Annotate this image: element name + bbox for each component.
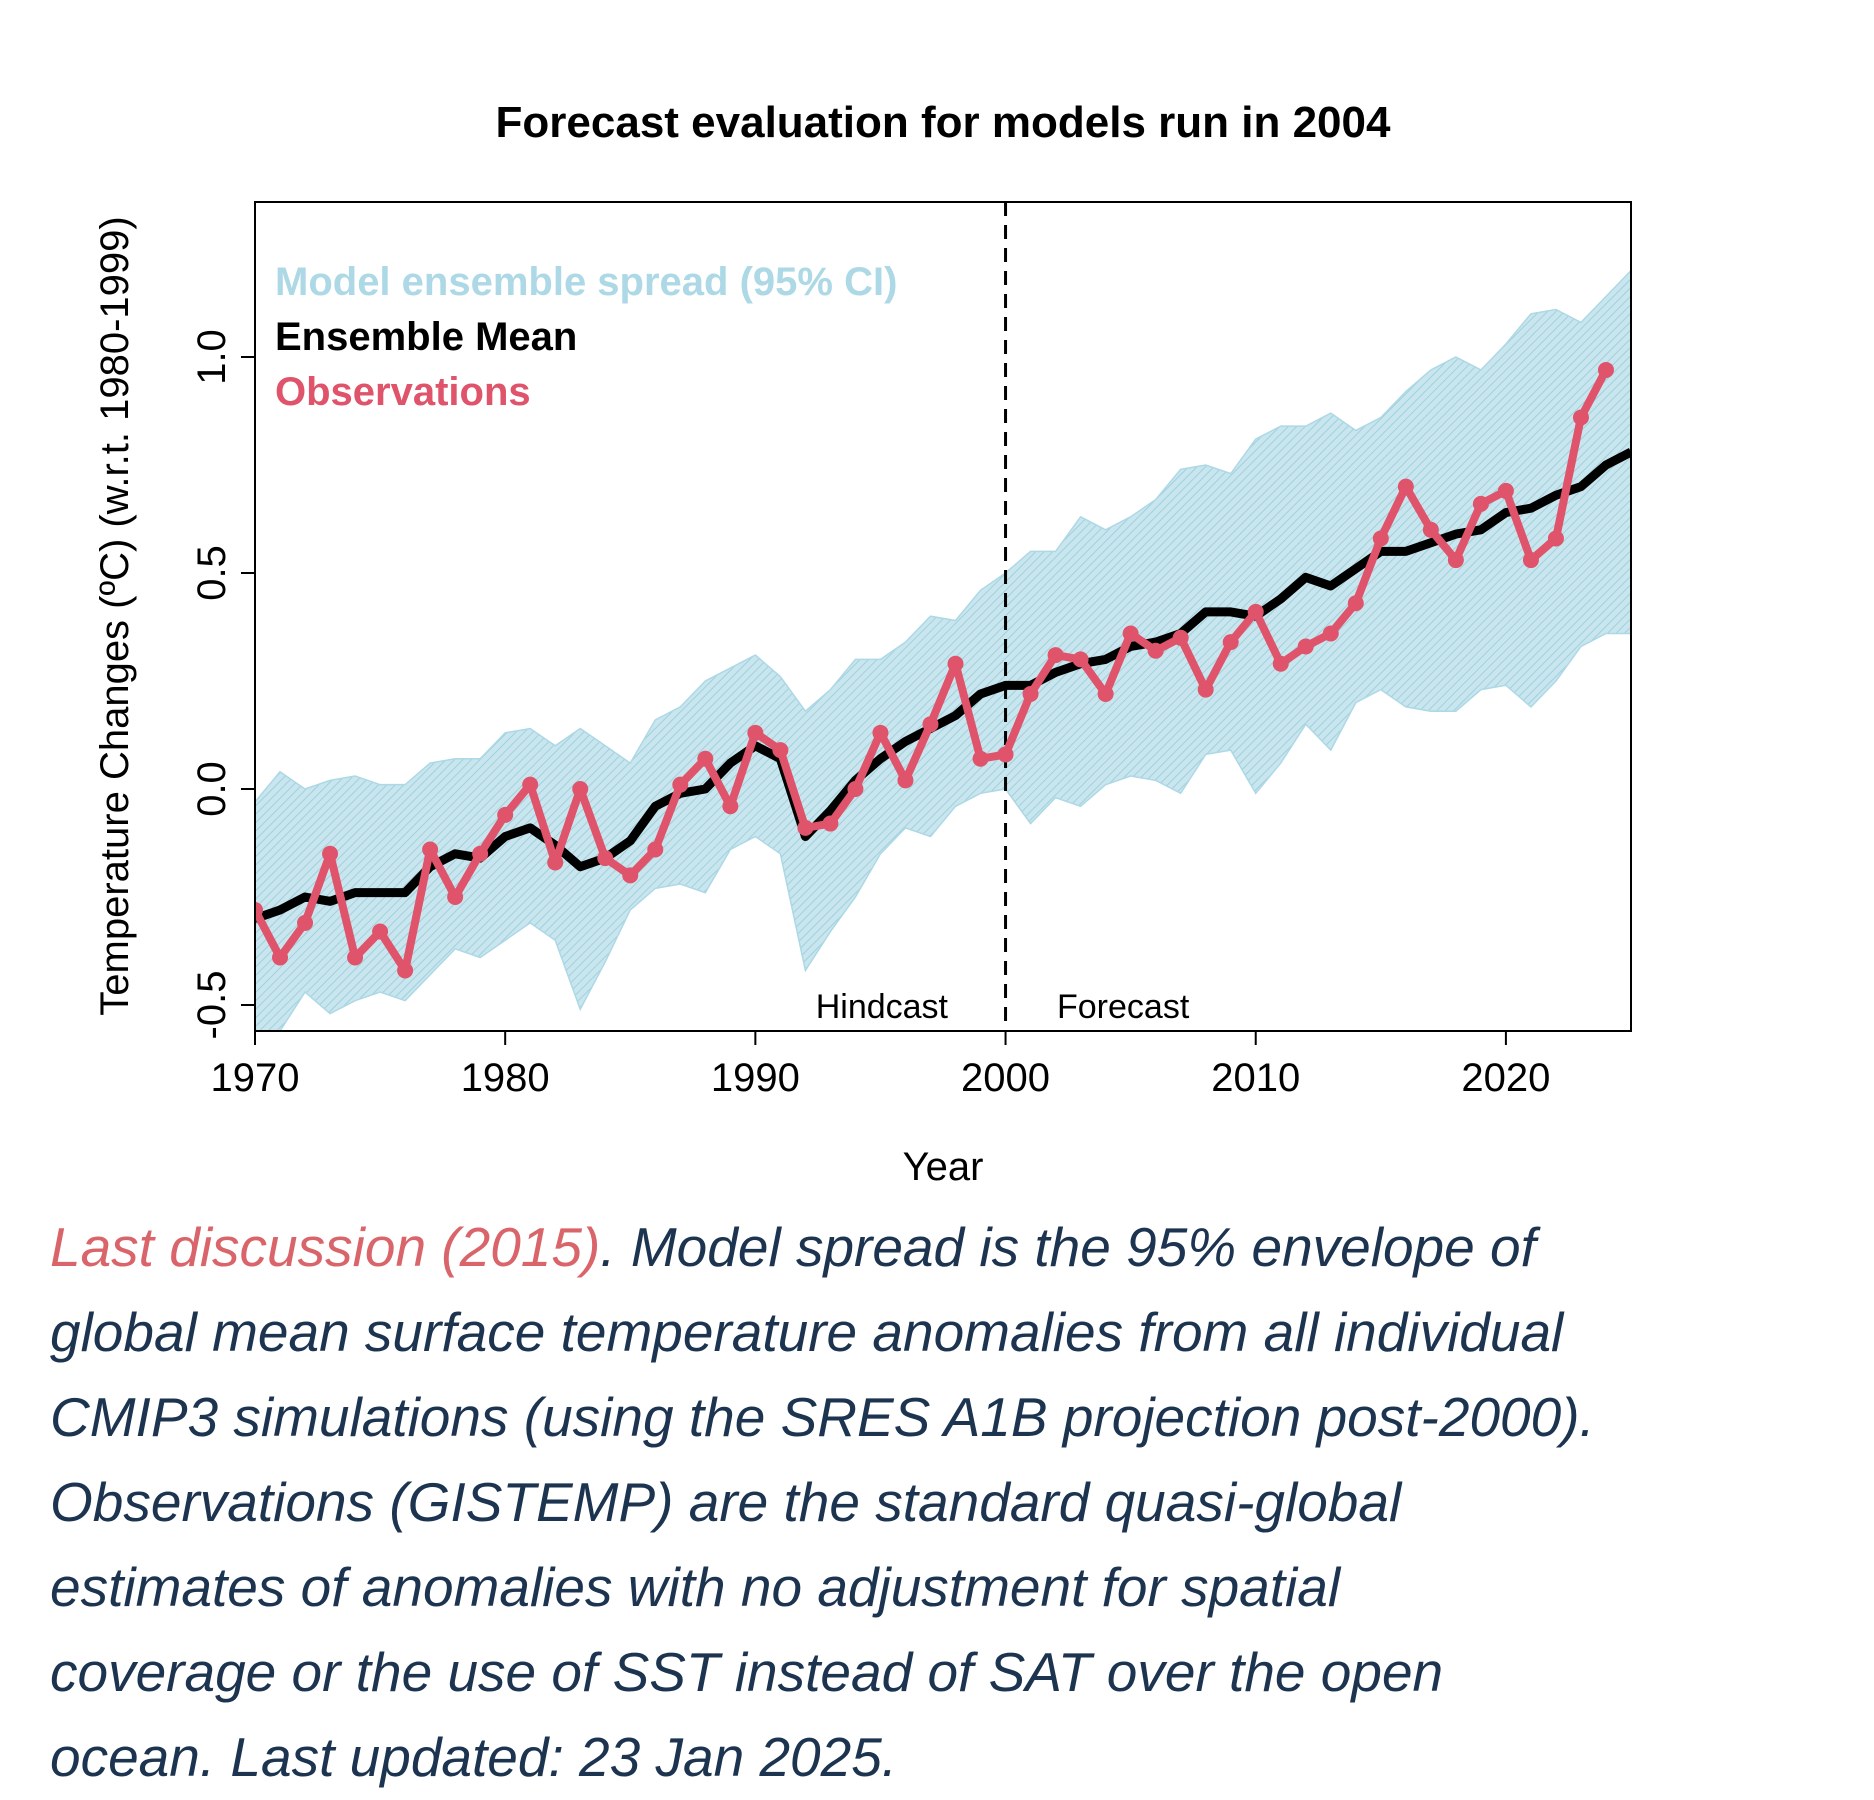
y-axis-label: Temperature Changes (ºC) (w.r.t. 1980-19…: [93, 216, 137, 1015]
observation-point: [972, 750, 989, 767]
caption-line: ocean. Last updated: 23 Jan 2025.: [50, 1726, 898, 1788]
observation-point: [347, 949, 364, 966]
observation-point: [1572, 409, 1589, 426]
observation-point: [1397, 478, 1414, 495]
y-tick-label: -0.5: [190, 971, 234, 1040]
observation-point: [647, 841, 664, 858]
observation-point: [1047, 647, 1064, 664]
observation-point: [1372, 530, 1389, 547]
observation-point: [697, 750, 714, 767]
observation-point: [1472, 495, 1489, 512]
observation-point: [472, 845, 489, 862]
observation-point: [772, 742, 789, 759]
observation-point: [947, 655, 964, 672]
x-axis-label: Year: [903, 1145, 984, 1189]
observation-point: [1172, 629, 1189, 646]
observation-point: [1447, 552, 1464, 569]
observation-point: [1147, 642, 1164, 659]
observation-point: [372, 923, 389, 940]
y-tick-label: 0.5: [190, 545, 234, 601]
observation-point: [1197, 681, 1214, 698]
observation-point: [422, 841, 439, 858]
observation-point: [447, 889, 464, 905]
observation-point: [1522, 552, 1539, 569]
observation-point: [597, 850, 614, 867]
caption-text: . Model spread is the 95% envelope of: [600, 1216, 1536, 1278]
observation-point: [1272, 655, 1289, 672]
observation-point: [1597, 361, 1614, 378]
legend-spread: Model ensemble spread (95% CI): [275, 260, 897, 304]
observation-point: [322, 845, 339, 862]
observation-point: [572, 781, 589, 797]
figure-caption: Last discussion (2015). Model spread is …: [50, 1205, 1870, 1800]
observation-point: [1022, 685, 1039, 702]
observation-point: [672, 776, 689, 793]
observation-point: [722, 798, 739, 815]
observation-point: [822, 815, 839, 832]
chart-title: Forecast evaluation for models run in 20…: [496, 98, 1391, 147]
observation-point: [272, 949, 289, 966]
x-tick-label: 2000: [961, 1056, 1050, 1100]
chart: Forecast evaluation for models run in 20…: [93, 98, 1632, 1189]
observation-point: [1547, 530, 1564, 547]
observation-point: [1322, 625, 1339, 642]
observation-point: [1222, 634, 1239, 651]
observation-point: [897, 772, 914, 789]
x-tick-label: 1990: [711, 1056, 800, 1100]
observation-point: [1422, 521, 1439, 538]
caption-line: coverage or the use of SST instead of SA…: [50, 1641, 1444, 1703]
observation-point: [622, 867, 639, 884]
observation-point: [797, 819, 814, 836]
caption-line: CMIP3 simulations (using the SRES A1B pr…: [50, 1386, 1595, 1448]
caption-line: global mean surface temperature anomalie…: [50, 1301, 1564, 1363]
legend-mean: Ensemble Mean: [275, 315, 577, 359]
observation-point: [922, 716, 939, 733]
x-tick-label: 1970: [211, 1056, 300, 1100]
observation-point: [747, 724, 764, 741]
observation-point: [1122, 625, 1139, 642]
observation-point: [397, 962, 414, 979]
observation-point: [1497, 482, 1514, 499]
observation-point: [997, 746, 1014, 763]
caption-line: Last discussion (2015). Model spread is …: [50, 1205, 1870, 1290]
caption-line: estimates of anomalies with no adjustmen…: [50, 1556, 1341, 1618]
x-tick-label: 1980: [461, 1056, 550, 1100]
plot-frame: [254, 201, 1632, 1032]
observation-point: [1347, 595, 1364, 612]
observation-point: [547, 854, 564, 871]
observation-point: [297, 914, 314, 931]
observation-point: [1297, 638, 1314, 655]
observation-point: [1072, 651, 1089, 668]
legend-observations: Observations: [275, 370, 531, 414]
y-tick-label: 1.0: [190, 329, 234, 385]
x-tick-label: 2010: [1211, 1056, 1300, 1100]
observation-point: [872, 724, 889, 741]
observation-point: [255, 901, 263, 918]
x-tick-label: 2020: [1461, 1056, 1550, 1100]
hindcast-label: Hindcast: [816, 988, 949, 1026]
observation-point: [497, 806, 514, 823]
y-tick-label: 0.0: [190, 761, 234, 817]
forecast-label: Forecast: [1057, 988, 1190, 1026]
observation-point: [1097, 685, 1114, 702]
observation-point: [847, 781, 864, 797]
observation-point: [1247, 603, 1264, 620]
caption-line: Observations (GISTEMP) are the standard …: [50, 1471, 1402, 1533]
observation-point: [522, 776, 539, 793]
last-discussion-link[interactable]: Last discussion (2015): [50, 1216, 601, 1278]
